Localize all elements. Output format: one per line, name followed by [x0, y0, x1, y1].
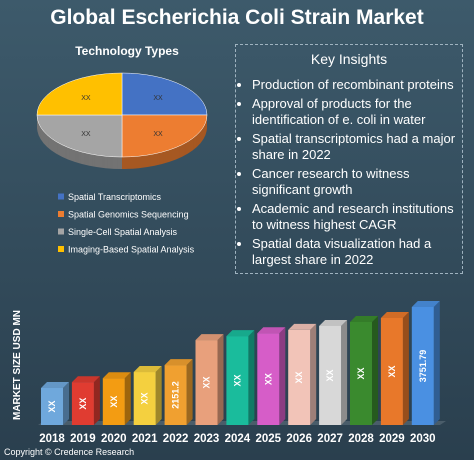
slice-label: XX [81, 95, 91, 102]
x-tick-label: 2021 [132, 433, 158, 445]
bar-top [380, 311, 409, 318]
bar-value-label: XX [294, 371, 304, 383]
insight-item: Spatial data visualization had a largest… [252, 236, 462, 268]
x-tick-label: 2020 [101, 433, 127, 445]
insight-item: Academic and research institutions to wi… [252, 201, 462, 233]
slice-label: XX [153, 95, 163, 102]
bar-value-label: XX [325, 369, 335, 381]
bar-top [164, 359, 193, 366]
bar-side [124, 372, 131, 425]
x-tick-label: 2027 [317, 433, 343, 445]
bar-top [288, 323, 317, 330]
bar-value-label: 3751.79 [418, 350, 428, 383]
x-tick-label: 2022 [163, 433, 189, 445]
bar-top [41, 382, 69, 388]
insight-item: Cancer research to witness significant g… [252, 166, 462, 198]
legend-label: Spatial Transcriptomics [68, 192, 162, 202]
legend-label: Single-Cell Spatial Analysis [68, 227, 178, 237]
bar [195, 340, 218, 425]
bar [164, 365, 187, 425]
pie-slice [36, 72, 123, 116]
x-tick-label: 2019 [70, 433, 96, 445]
pie-slice [121, 72, 208, 116]
y-axis-label: MARKET SIZE USD MN [12, 310, 23, 420]
bar-top [102, 372, 131, 379]
legend-swatch [58, 228, 64, 235]
pie-title: Technology Types [75, 44, 179, 58]
insights-box: Key Insights Production of recombinant p… [235, 44, 463, 274]
bar-value-label: 2151.2 [171, 381, 181, 409]
bar-value-label: XX [263, 373, 273, 385]
slice-label: XX [153, 131, 163, 138]
bar [257, 333, 280, 425]
bar-top [350, 315, 378, 322]
legend-swatch [58, 246, 64, 252]
bar-value-label: XX [140, 393, 150, 405]
bar-side [217, 334, 224, 425]
bar-side [248, 330, 255, 425]
pie-slice [121, 114, 208, 158]
bar-side [186, 359, 193, 425]
bar-top [319, 319, 348, 326]
x-tick-label: 2026 [286, 433, 312, 445]
bar-side [155, 366, 162, 425]
bar-value-label: XX [47, 400, 57, 412]
bar [226, 336, 249, 425]
x-tick-label: 2018 [39, 433, 65, 445]
legend-label: Spatial Genomics Sequencing [68, 210, 189, 220]
bar-side [63, 382, 69, 425]
footer: Copyright © Credence Research [4, 447, 135, 457]
x-tick-label: 2028 [348, 433, 374, 445]
bar-side [433, 301, 440, 425]
bar-value-label: XX [78, 398, 88, 410]
bar-top [71, 376, 100, 383]
bar-top [133, 366, 162, 373]
x-tick-label: 2023 [194, 433, 220, 445]
bar-side [402, 311, 409, 425]
bar [411, 307, 434, 425]
bar [41, 388, 63, 425]
bar-value-label: XX [232, 375, 242, 387]
bar-side [341, 319, 348, 425]
bar-side [93, 376, 100, 425]
pie-slice [36, 114, 123, 158]
bar-value-label: XX [356, 367, 366, 379]
bar [288, 329, 311, 425]
x-tick-label: 2029 [379, 433, 405, 445]
bar-side [310, 323, 317, 425]
x-tick-label: 2030 [410, 433, 436, 445]
bar-side [279, 327, 286, 425]
insights-list: Production of recombinant proteins Approv… [236, 77, 462, 268]
insight-item: Approval of products for the identificat… [252, 96, 462, 128]
bar [133, 372, 156, 425]
bar-top [226, 330, 255, 337]
bar [71, 382, 94, 425]
x-tick-label: 2024 [225, 433, 251, 445]
bar [350, 321, 372, 425]
bar [319, 325, 342, 425]
insight-item: Spatial transcriptomics had a major shar… [252, 131, 462, 163]
bar [380, 317, 403, 425]
bar-side [372, 315, 378, 425]
bar-top [257, 327, 286, 334]
bar-value-label: XX [202, 377, 212, 389]
title: Global Escherichia Coli Strain Market [50, 6, 424, 29]
insights-title: Key Insights [310, 51, 388, 67]
legend-swatch [58, 211, 64, 217]
slice-label: XX [81, 131, 91, 138]
legend-label: Imaging-Based Spatial Analysis [68, 245, 195, 255]
bar-top [195, 334, 224, 341]
bar-value-label: XX [387, 365, 397, 377]
insight-item: Production of recombinant proteins [252, 77, 462, 93]
x-tick-label: 2025 [256, 433, 282, 445]
bar-top [411, 301, 440, 307]
legend-swatch [58, 193, 64, 200]
bar-value-label: XX [109, 396, 119, 408]
bar [102, 378, 125, 425]
